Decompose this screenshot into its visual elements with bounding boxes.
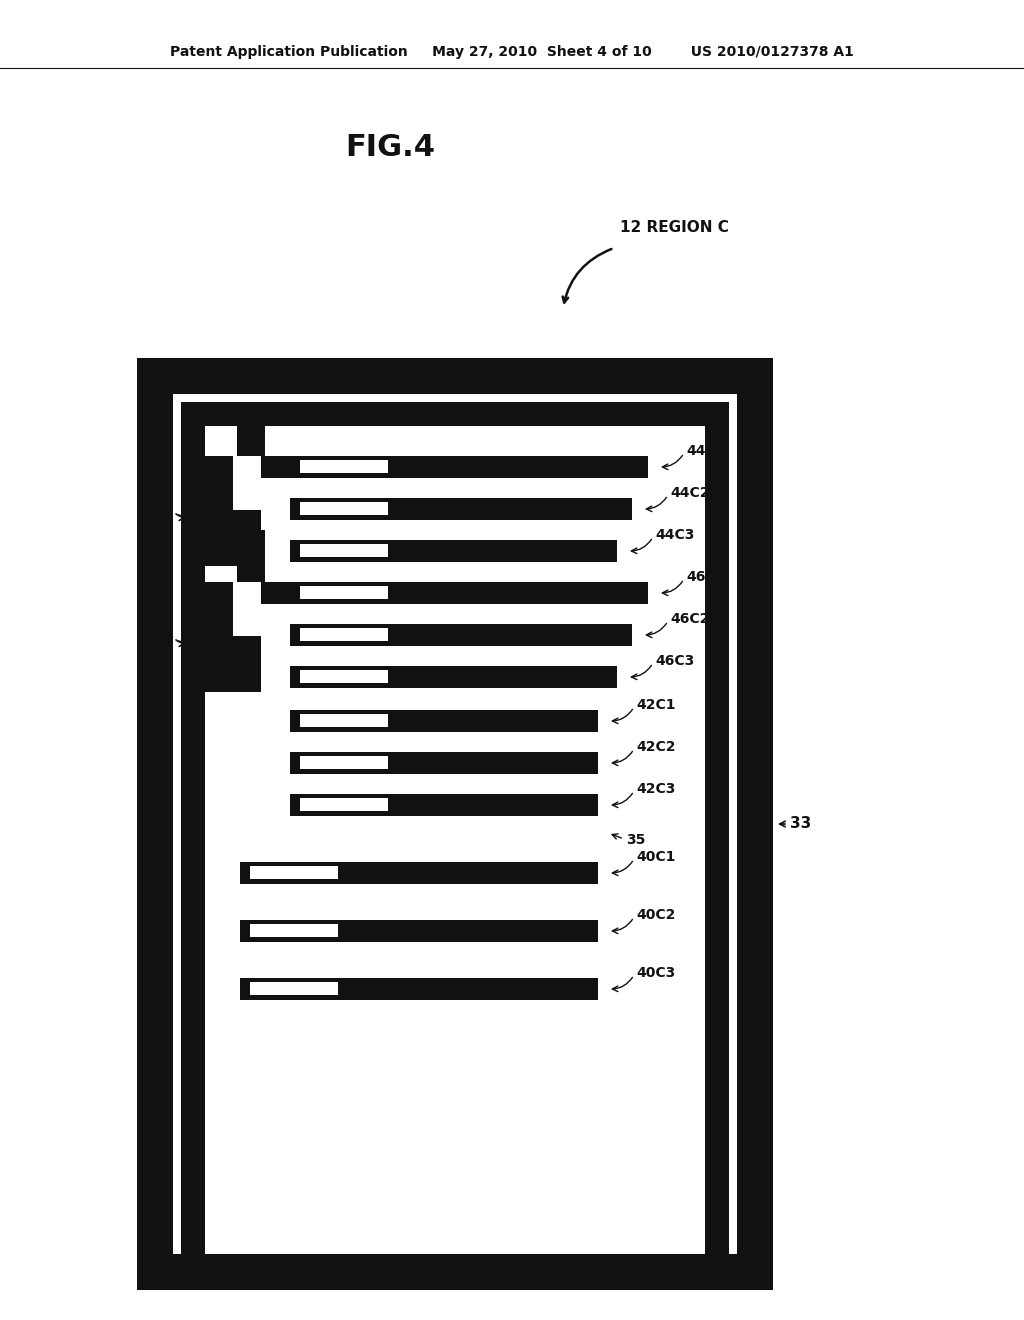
Text: 44C2: 44C2	[670, 486, 710, 500]
Bar	[290, 667, 617, 688]
Bar	[290, 710, 598, 733]
Text: 12 REGION C: 12 REGION C	[620, 220, 729, 235]
Text: FIG.4: FIG.4	[345, 133, 435, 162]
Bar	[137, 1254, 773, 1290]
Text: 46C1: 46C1	[686, 570, 725, 583]
Bar	[181, 403, 205, 1290]
Bar	[250, 866, 338, 879]
Text: 37: 37	[146, 515, 168, 529]
Text: 40C2: 40C2	[636, 908, 676, 921]
Text: 44C3: 44C3	[655, 528, 694, 543]
Bar	[137, 358, 773, 393]
Text: 40C3: 40C3	[636, 966, 675, 979]
Bar	[300, 586, 388, 599]
Bar	[240, 920, 598, 942]
Bar	[240, 978, 598, 1001]
Text: 46C3: 46C3	[655, 653, 694, 668]
Bar	[300, 544, 388, 557]
Bar	[181, 582, 261, 692]
Bar	[137, 358, 173, 1290]
Text: 46C2: 46C2	[670, 612, 710, 626]
Bar	[237, 404, 265, 455]
Bar	[290, 582, 648, 605]
Bar	[290, 540, 617, 562]
Bar	[705, 403, 729, 1290]
Text: Patent Application Publication     May 27, 2010  Sheet 4 of 10        US 2010/01: Patent Application Publication May 27, 2…	[170, 45, 854, 59]
Bar	[300, 714, 388, 727]
Bar	[237, 455, 290, 478]
Bar	[290, 455, 648, 478]
Text: 44C1: 44C1	[686, 444, 725, 458]
Bar	[300, 502, 388, 515]
Text: 42C1: 42C1	[636, 698, 676, 711]
Bar	[237, 531, 265, 582]
Bar	[300, 459, 388, 473]
Bar	[205, 426, 705, 1313]
Bar	[237, 582, 290, 605]
Bar	[250, 982, 338, 995]
Text: 39: 39	[146, 640, 168, 656]
Text: 42C2: 42C2	[636, 741, 676, 754]
Bar	[233, 455, 261, 510]
Bar	[300, 628, 388, 642]
Bar	[233, 582, 261, 636]
Bar	[737, 358, 773, 1290]
Bar	[181, 455, 261, 566]
Text: 40C1: 40C1	[636, 850, 676, 865]
Text: 33: 33	[790, 817, 811, 832]
Text: 42C3: 42C3	[636, 781, 676, 796]
Text: 35: 35	[626, 833, 645, 847]
Bar	[181, 403, 729, 426]
Bar	[290, 624, 632, 645]
Bar	[290, 795, 598, 816]
Bar	[300, 756, 388, 770]
Bar	[290, 498, 632, 520]
Bar	[290, 752, 598, 774]
Bar	[300, 799, 388, 810]
Bar	[240, 862, 598, 884]
Bar	[300, 671, 388, 682]
Bar	[250, 924, 338, 937]
